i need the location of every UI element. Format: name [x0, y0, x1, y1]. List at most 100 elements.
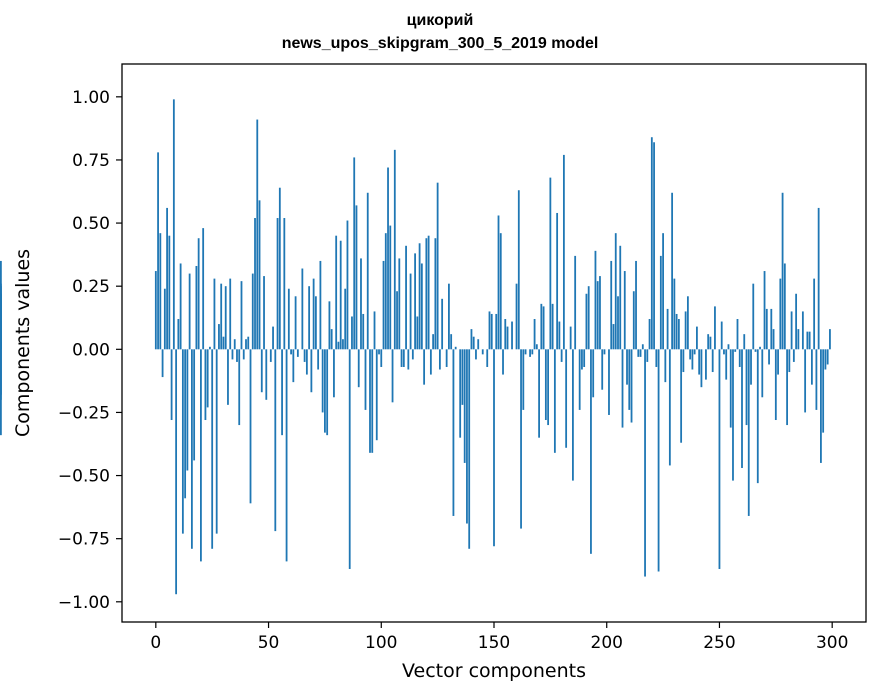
- bar-38: [240, 281, 243, 350]
- bar-107: [396, 291, 398, 350]
- bar-218: [646, 349, 649, 362]
- bar-269: [761, 349, 764, 398]
- bar-178: [556, 212, 559, 350]
- bar-71: [314, 296, 317, 350]
- bar-115: [414, 253, 416, 350]
- bar-231: [675, 313, 678, 350]
- bar-173: [544, 349, 547, 421]
- bar-211: [630, 349, 633, 423]
- bar-78: [330, 329, 333, 350]
- bar-254: [727, 344, 730, 350]
- bar-224: [659, 255, 662, 350]
- bar-125: [436, 182, 439, 350]
- bar-35: [233, 339, 236, 350]
- bar-261: [743, 334, 746, 350]
- bar-124: [434, 238, 437, 350]
- bar-66: [303, 349, 306, 362]
- bar-223: [657, 349, 660, 572]
- bar-161: [517, 190, 520, 350]
- bar-175: [549, 177, 552, 350]
- bar-192: [587, 286, 590, 350]
- bar-293: [815, 349, 818, 410]
- bar-289: [806, 331, 809, 350]
- bar-219: [648, 319, 651, 350]
- bar-15: [188, 273, 191, 350]
- bar-274: [772, 329, 775, 350]
- bar-105: [391, 349, 394, 403]
- bar-46: [258, 200, 261, 350]
- bar-177: [553, 349, 556, 453]
- bar-99: [378, 349, 380, 355]
- bar-54: [276, 218, 279, 350]
- bar-172: [542, 306, 545, 350]
- bar-20: [200, 349, 202, 562]
- bar-246: [709, 336, 712, 350]
- bar-210: [628, 349, 631, 410]
- bar-239: [693, 349, 696, 355]
- bar-272: [768, 349, 770, 365]
- bar-137: [463, 349, 466, 463]
- bar-26: [213, 278, 216, 350]
- bar-150: [493, 349, 495, 547]
- bar-42: [249, 349, 252, 504]
- bar-149: [490, 313, 493, 350]
- bar-281: [788, 349, 791, 373]
- bar-158: [511, 321, 513, 350]
- bar-198: [601, 349, 604, 390]
- x-axis-ticks: 0 50 100 150 200 250 300: [150, 622, 848, 653]
- bar-155: [504, 319, 507, 350]
- bar-294: [817, 207, 820, 350]
- bar-222: [655, 349, 658, 367]
- bar-291: [810, 349, 813, 385]
- bar-181: [562, 154, 565, 350]
- bar-278: [781, 192, 784, 350]
- bar-28: [218, 324, 220, 350]
- bar-215: [639, 349, 642, 357]
- bar-58: [285, 349, 288, 562]
- bar-275: [774, 349, 777, 421]
- bar-92: [362, 313, 365, 350]
- bar-106: [393, 149, 396, 350]
- bar-97: [373, 311, 376, 350]
- bar-17: [193, 349, 196, 461]
- bar-154: [502, 349, 504, 375]
- bar-247: [711, 349, 714, 373]
- bar-174: [547, 349, 550, 426]
- bar-109: [400, 349, 403, 367]
- bar-113: [409, 273, 412, 350]
- bar-245: [707, 334, 710, 350]
- bar-8: [172, 99, 175, 350]
- bar-195: [594, 250, 597, 350]
- bar-18: [195, 265, 198, 350]
- bar-118: [420, 263, 423, 350]
- bar-110: [402, 349, 405, 367]
- bar-258: [736, 319, 739, 350]
- bar-133: [454, 346, 457, 350]
- bar-162: [520, 349, 522, 529]
- bar-127: [441, 298, 444, 350]
- bar-179: [558, 321, 561, 350]
- bar-194: [592, 349, 595, 398]
- bar-32: [227, 349, 229, 405]
- bar-287: [801, 311, 804, 350]
- bar-234: [682, 349, 685, 373]
- bar-24: [209, 346, 211, 350]
- bar-9: [175, 349, 178, 595]
- bar-235: [684, 311, 687, 350]
- bar-138: [466, 349, 468, 524]
- bar-86: [348, 349, 351, 569]
- bar-61: [292, 349, 295, 383]
- bar-170: [538, 349, 540, 438]
- bar-190: [583, 349, 586, 367]
- bar-282: [790, 311, 793, 350]
- bar-248: [714, 306, 716, 350]
- y-tick-label: 1.00: [72, 88, 110, 108]
- bar-0: [154, 271, 157, 350]
- bar-1: [157, 152, 159, 350]
- bar-56: [281, 349, 283, 436]
- y-tick-label: −0.25: [58, 403, 110, 423]
- bar-164: [524, 349, 527, 355]
- bar-244: [705, 349, 707, 380]
- bar-257: [734, 349, 737, 352]
